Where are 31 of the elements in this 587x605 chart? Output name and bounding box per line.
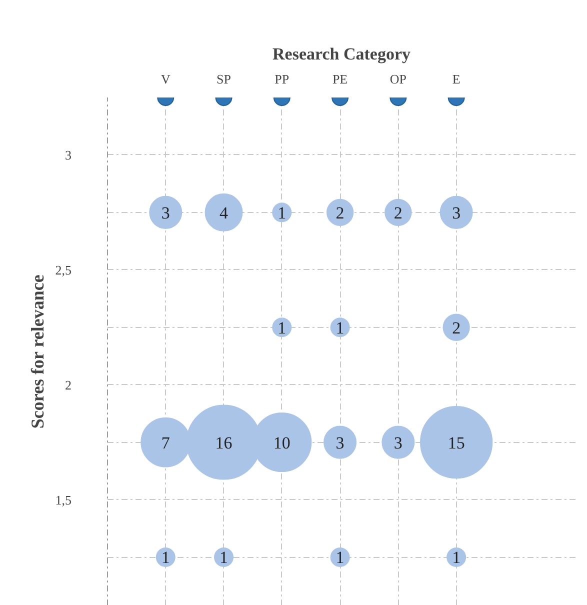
x-tick-label: OP xyxy=(390,72,406,86)
data-label: 2 xyxy=(336,203,344,222)
x-tick-label: PP xyxy=(274,72,290,86)
y-tick-label: 3 xyxy=(65,147,72,162)
data-label: 1 xyxy=(336,548,344,568)
data-label: 1 xyxy=(220,548,228,568)
x-tick-label: SP xyxy=(216,72,232,86)
x-tick-label: V xyxy=(160,72,171,86)
data-label: 1 xyxy=(452,548,461,568)
y-tick-label: 2,5 xyxy=(55,262,72,278)
data-label: 4 xyxy=(220,203,229,222)
data-label: 3 xyxy=(336,433,344,452)
y-axis-title: Scores for relevance xyxy=(27,274,48,429)
chart-title: Research Category xyxy=(272,44,411,64)
data-label: 2 xyxy=(452,318,461,338)
data-label: 1 xyxy=(278,318,286,338)
data-label: 1 xyxy=(161,548,170,568)
data-label: 3 xyxy=(452,203,461,222)
data-label: 3 xyxy=(394,433,402,452)
y-tick-label: 2 xyxy=(65,377,72,392)
data-label: 3 xyxy=(161,203,170,222)
data-label: 7 xyxy=(161,433,170,452)
data-label: 2 xyxy=(394,203,402,222)
x-tick-label: E xyxy=(452,72,460,86)
data-label: 1 xyxy=(278,203,286,222)
data-label: 1 xyxy=(336,318,344,338)
data-label: 15 xyxy=(448,433,465,452)
data-label: 10 xyxy=(273,433,290,452)
data-label: 16 xyxy=(215,433,232,452)
y-tick-label: 1,5 xyxy=(55,492,72,508)
x-tick-label: PE xyxy=(332,72,348,86)
